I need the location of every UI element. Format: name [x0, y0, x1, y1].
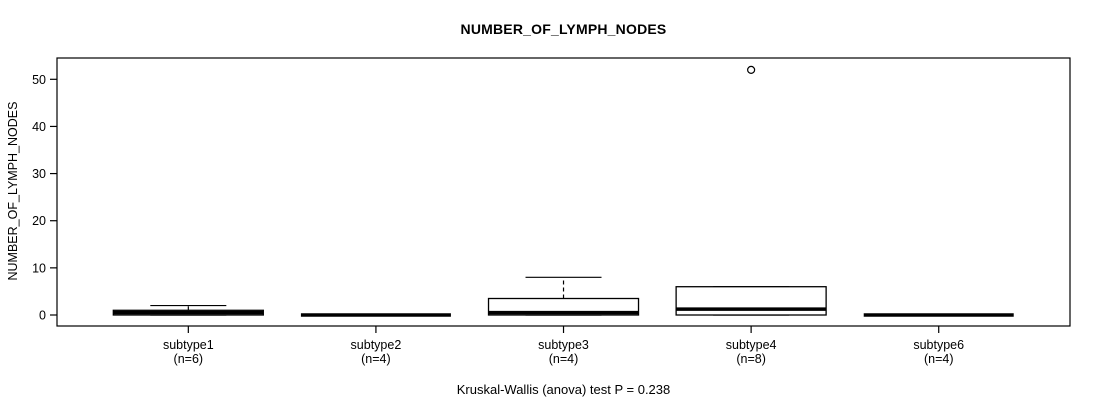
y-tick-label: 20: [32, 214, 46, 228]
y-tick-label: 40: [32, 120, 46, 134]
x-group-count: (n=4): [549, 352, 579, 366]
x-group-label: subtype6: [913, 338, 964, 352]
y-tick-label: 10: [32, 261, 46, 275]
x-group-count: (n=6): [174, 352, 204, 366]
iqr-box: [487, 297, 640, 316]
x-group-label: subtype2: [351, 338, 402, 352]
x-group-count: (n=4): [361, 352, 391, 366]
x-group-label: subtype3: [538, 338, 589, 352]
x-group-label: subtype1: [163, 338, 214, 352]
x-group-label: subtype4: [726, 338, 777, 352]
x-group-count: (n=8): [736, 352, 766, 366]
outlier-point: [747, 65, 756, 74]
y-tick-label: 0: [39, 309, 46, 323]
chart-footnote: Kruskal-Wallis (anova) test P = 0.238: [456, 382, 671, 397]
y-tick-label: 50: [32, 73, 46, 87]
plot-frame: [56, 57, 1071, 327]
x-group-count: (n=4): [924, 352, 954, 366]
chart-title: NUMBER_OF_LYMPH_NODES: [460, 21, 667, 37]
y-tick-label: 30: [32, 167, 46, 181]
